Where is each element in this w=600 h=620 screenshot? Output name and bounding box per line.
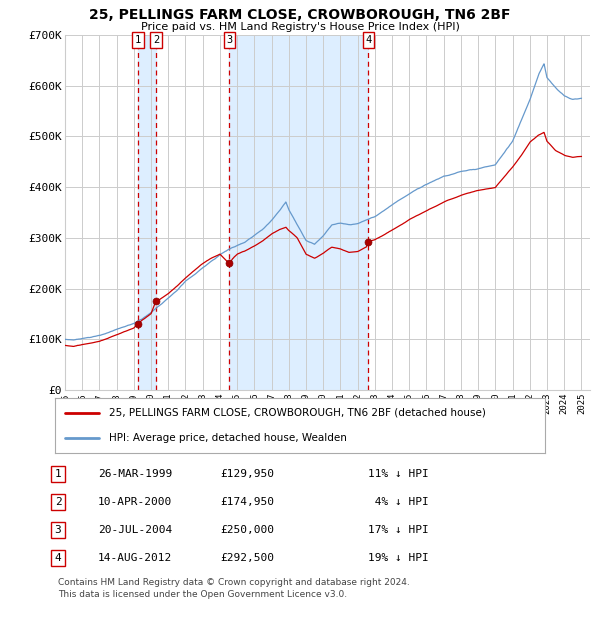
- Bar: [138, 35, 156, 390]
- Text: 1: 1: [55, 469, 61, 479]
- Text: £174,950: £174,950: [220, 497, 274, 507]
- Text: 4% ↓ HPI: 4% ↓ HPI: [368, 497, 429, 507]
- Text: 14-AUG-2012: 14-AUG-2012: [98, 553, 172, 563]
- Text: 11% ↓ HPI: 11% ↓ HPI: [368, 469, 429, 479]
- Text: Price paid vs. HM Land Registry's House Price Index (HPI): Price paid vs. HM Land Registry's House …: [140, 22, 460, 32]
- Text: 3: 3: [226, 35, 233, 45]
- Text: 4: 4: [365, 35, 371, 45]
- Text: Contains HM Land Registry data © Crown copyright and database right 2024.
This d: Contains HM Land Registry data © Crown c…: [58, 578, 410, 599]
- Text: 25, PELLINGS FARM CLOSE, CROWBOROUGH, TN6 2BF (detached house): 25, PELLINGS FARM CLOSE, CROWBOROUGH, TN…: [109, 408, 486, 418]
- Text: £250,000: £250,000: [220, 525, 274, 535]
- Bar: [229, 35, 368, 390]
- Text: 20-JUL-2004: 20-JUL-2004: [98, 525, 172, 535]
- Text: £129,950: £129,950: [220, 469, 274, 479]
- Text: HPI: Average price, detached house, Wealden: HPI: Average price, detached house, Weal…: [109, 433, 347, 443]
- Text: 17% ↓ HPI: 17% ↓ HPI: [368, 525, 429, 535]
- Text: 4: 4: [55, 553, 61, 563]
- Text: 25, PELLINGS FARM CLOSE, CROWBOROUGH, TN6 2BF: 25, PELLINGS FARM CLOSE, CROWBOROUGH, TN…: [89, 8, 511, 22]
- Text: 2: 2: [153, 35, 159, 45]
- Text: 1: 1: [134, 35, 141, 45]
- Text: 2: 2: [55, 497, 61, 507]
- Text: 10-APR-2000: 10-APR-2000: [98, 497, 172, 507]
- Text: 3: 3: [55, 525, 61, 535]
- Text: 26-MAR-1999: 26-MAR-1999: [98, 469, 172, 479]
- Text: 19% ↓ HPI: 19% ↓ HPI: [368, 553, 429, 563]
- Text: £292,500: £292,500: [220, 553, 274, 563]
